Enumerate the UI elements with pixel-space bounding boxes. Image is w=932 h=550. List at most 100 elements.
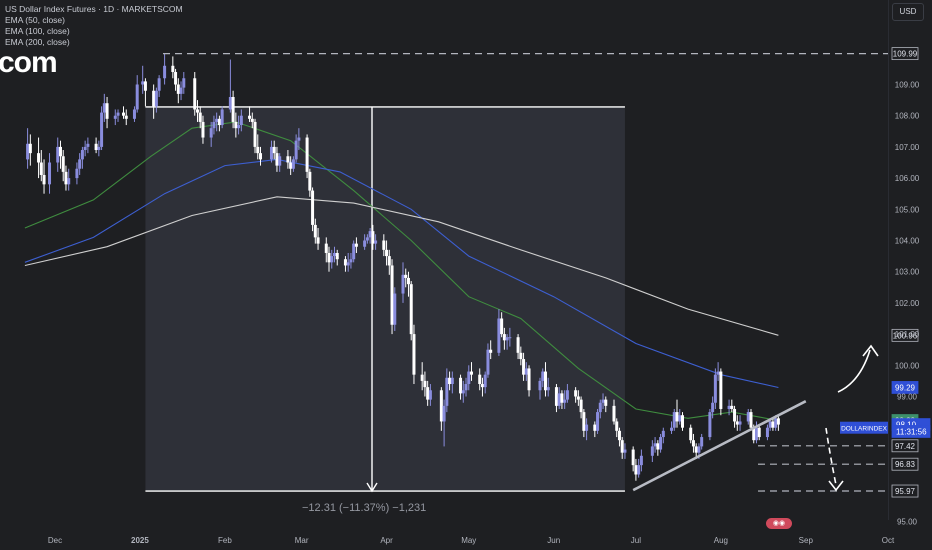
candle-body bbox=[154, 90, 158, 107]
candle-body bbox=[459, 377, 463, 394]
candle-body bbox=[670, 427, 674, 431]
candle-body bbox=[234, 121, 238, 129]
measure-label: −12.31 (−11.37%) −1,231 bbox=[302, 502, 427, 514]
candle-body bbox=[132, 109, 136, 119]
y-tick-label: 104.00 bbox=[895, 237, 920, 246]
candle-body bbox=[83, 146, 87, 151]
candle-body bbox=[637, 465, 641, 475]
candle-body bbox=[291, 159, 295, 169]
bearish-arrow-head bbox=[828, 480, 844, 492]
y-tick-label: 100.00 bbox=[895, 361, 920, 370]
candle-body bbox=[94, 143, 98, 151]
axes-layer: 95.00 99.00 100.00 101.00 102.00 103.00 104.00… bbox=[48, 0, 920, 545]
candle-body bbox=[365, 237, 369, 241]
candle-body bbox=[623, 449, 627, 453]
candle-body bbox=[28, 143, 32, 154]
candle-body bbox=[639, 455, 643, 466]
candle-body bbox=[576, 396, 580, 400]
candle-body bbox=[541, 371, 545, 381]
candle-body bbox=[464, 384, 468, 391]
candle-body bbox=[195, 109, 199, 113]
candle-body bbox=[371, 231, 375, 244]
candle-body bbox=[727, 405, 731, 409]
candle-body bbox=[141, 81, 145, 85]
candle-body bbox=[143, 81, 147, 91]
candle-body bbox=[297, 137, 301, 141]
x-tick-label: May bbox=[461, 536, 476, 545]
candle-body bbox=[237, 125, 241, 129]
y-tick-label: 108.00 bbox=[895, 112, 920, 121]
candle-body bbox=[768, 421, 772, 428]
currency-button[interactable]: USD bbox=[892, 3, 924, 21]
y-tick-label: 99.00 bbox=[897, 393, 918, 402]
candle-body bbox=[324, 243, 328, 253]
candle-body bbox=[349, 259, 353, 263]
candle-body bbox=[67, 178, 71, 185]
candle-body bbox=[426, 387, 430, 400]
x-tick-label: Dec bbox=[48, 536, 62, 545]
candle-body bbox=[124, 115, 128, 119]
y-tick-label: 107.00 bbox=[895, 143, 920, 152]
candle-body bbox=[56, 146, 60, 163]
candle-body bbox=[478, 374, 482, 385]
candle-body bbox=[352, 243, 356, 260]
candle-body bbox=[713, 374, 717, 403]
candle-body bbox=[39, 162, 43, 175]
candle-body bbox=[157, 78, 161, 91]
candle-body bbox=[294, 140, 298, 160]
candle-body bbox=[48, 162, 52, 185]
candle-body bbox=[311, 190, 315, 225]
candle-body bbox=[122, 112, 126, 116]
x-tick-label: Aug bbox=[714, 536, 728, 545]
candle-body bbox=[678, 415, 682, 422]
candle-body bbox=[656, 443, 660, 450]
candle-body bbox=[486, 349, 490, 375]
candle-body bbox=[700, 437, 704, 447]
level-badge-label: 109.99 bbox=[893, 50, 918, 59]
legend-ema-100: EMA (100, close) bbox=[5, 26, 70, 36]
candle-body bbox=[620, 440, 624, 453]
candle-body bbox=[363, 240, 367, 247]
y-tick-label: 106.00 bbox=[895, 174, 920, 183]
candle-body bbox=[661, 430, 665, 438]
candle-body bbox=[543, 371, 547, 391]
candle-body bbox=[382, 240, 386, 250]
y-tick-label: 103.00 bbox=[895, 268, 920, 277]
candle-body bbox=[480, 384, 484, 388]
candle-body bbox=[653, 443, 657, 447]
chart-legend: US Dollar Index Futures · 1D · MARKETSCO… bbox=[5, 4, 183, 48]
candle-body bbox=[401, 274, 405, 294]
y-tick-label: 101.00 bbox=[895, 330, 920, 339]
candle-body bbox=[97, 146, 101, 151]
candle-body bbox=[689, 427, 693, 441]
candle-body bbox=[163, 65, 167, 79]
candle-body bbox=[735, 421, 739, 425]
candle-body bbox=[354, 243, 358, 247]
level-badge-label: 95.97 bbox=[895, 487, 916, 496]
candle-body bbox=[171, 65, 175, 73]
candle-body bbox=[708, 412, 712, 438]
candle-body bbox=[752, 427, 756, 441]
ema-line-1 bbox=[24, 121, 779, 422]
candle-body bbox=[439, 390, 443, 422]
candle-body bbox=[519, 352, 523, 360]
level-badge bbox=[891, 484, 919, 498]
candle-body bbox=[174, 72, 178, 85]
candle-body bbox=[557, 393, 561, 406]
drawings-layer: 109.9997.4296.8395.97100.9699.2998.2398.… bbox=[163, 47, 931, 498]
candle-body bbox=[313, 224, 317, 238]
candle-body bbox=[86, 143, 90, 147]
candle-body bbox=[497, 318, 501, 353]
candle-body bbox=[675, 412, 679, 422]
candle-body bbox=[500, 318, 504, 335]
candle-body bbox=[423, 380, 427, 388]
candle-body bbox=[634, 465, 638, 475]
chart-title: US Dollar Index Futures · 1D · MARKETSCO… bbox=[5, 4, 183, 14]
candle-body bbox=[289, 162, 293, 169]
level-badge bbox=[891, 439, 919, 453]
candle-body bbox=[467, 371, 471, 385]
ema-layer bbox=[24, 121, 779, 422]
candle-body bbox=[327, 252, 331, 263]
level-badge-label: 97.42 bbox=[895, 442, 916, 451]
